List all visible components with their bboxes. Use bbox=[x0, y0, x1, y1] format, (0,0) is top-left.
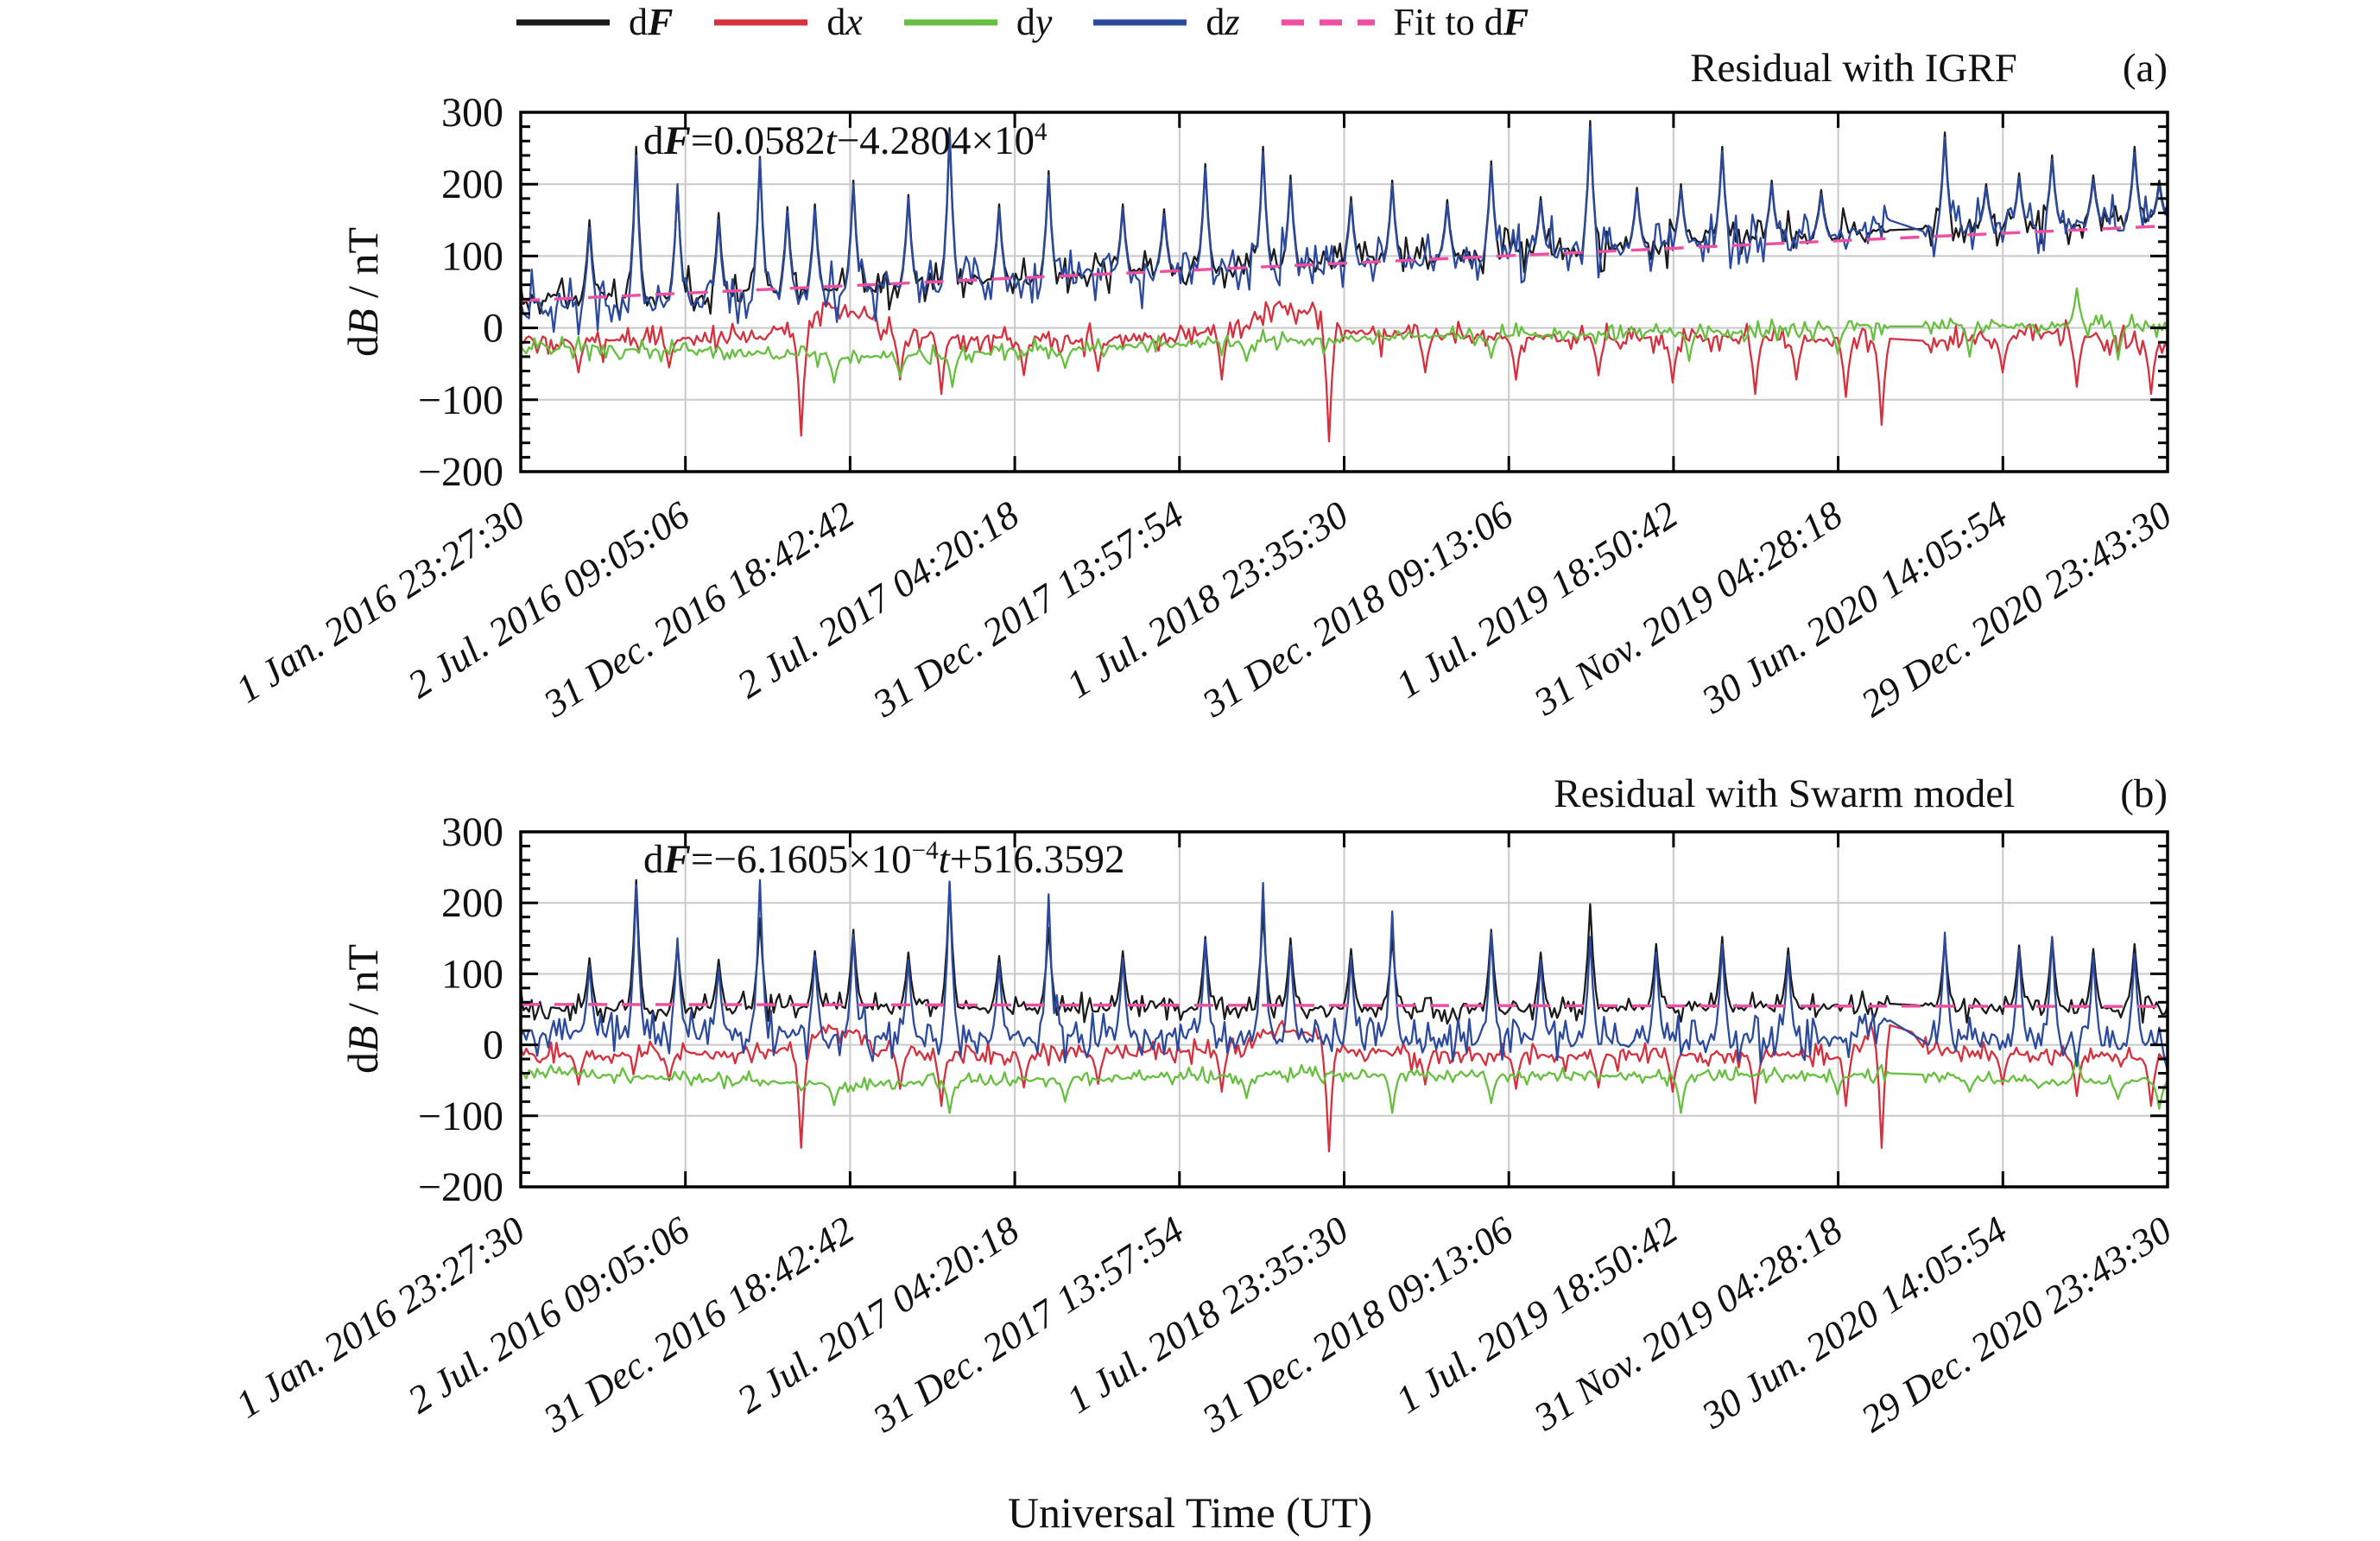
y-tick-label: 300 bbox=[441, 809, 503, 855]
x-tick-label: 31 Nov. 2019 04:28:18 bbox=[1526, 1208, 1850, 1439]
legend-label-dy: dy bbox=[1016, 1, 1053, 43]
legend-label-fit: Fit to dF bbox=[1393, 1, 1529, 43]
text-segment: t bbox=[825, 118, 837, 163]
panel-b-title: Residual with Swarm model bbox=[1554, 771, 2016, 816]
x-tick-label: 31 Dec. 2017 13:57:54 bbox=[864, 1208, 1191, 1441]
y-tick-label: −200 bbox=[418, 449, 503, 495]
y-tick-label: 200 bbox=[441, 880, 503, 926]
legend-item-dx: dx bbox=[712, 3, 863, 41]
x-tick-label: 31 Dec. 2018 09:13:06 bbox=[1193, 492, 1521, 726]
text-segment: F bbox=[663, 837, 691, 882]
panel-b-series-dy-line bbox=[520, 1052, 2169, 1114]
dy-line-swatch-icon bbox=[903, 19, 997, 26]
text-segment: / nT bbox=[339, 944, 387, 1026]
panel-b-y-tick-labels: 300 200 100 0 −100 −200 bbox=[418, 809, 503, 1210]
panel-a-y-tick-labels: 300 200 100 0 −100 −200 bbox=[418, 90, 503, 495]
panel-a-tag: (a) bbox=[2122, 46, 2168, 91]
legend-label-dF: dF bbox=[629, 1, 674, 43]
panel-a-series-dy-line bbox=[520, 287, 2169, 388]
panel-a-x-tick-labels: 1 Jan. 2016 23:27:302 Jul. 2016 09:05:06… bbox=[228, 492, 2179, 726]
legend: dF dx dy dz Fit to dF bbox=[515, 3, 1529, 41]
x-tick-label: 31 Dec. 2018 09:13:06 bbox=[1193, 1208, 1521, 1441]
legend-item-dz: dz bbox=[1092, 1, 1240, 43]
text-segment: d bbox=[643, 837, 664, 882]
text-segment: 4 bbox=[1034, 117, 1048, 146]
panel-a-fit-line bbox=[520, 224, 2168, 302]
x-axis-title: Universal Time (UT) bbox=[1007, 1488, 1373, 1537]
legend-label-dz: dz bbox=[1206, 1, 1240, 43]
panel-a-y-axis-label: dB / nT bbox=[338, 227, 388, 357]
text-segment: d bbox=[339, 1051, 387, 1074]
panel-b-ticks bbox=[519, 830, 2169, 1189]
panel-b-x-tick-labels: 1 Jan. 2016 23:27:302 Jul. 2016 09:05:06… bbox=[228, 1208, 2179, 1441]
x-tick-label: 29 Dec. 2020 23:43:30 bbox=[1853, 1208, 2179, 1440]
legend-item-fit: Fit to dF bbox=[1280, 3, 1529, 41]
fit-line-swatch-icon bbox=[1281, 19, 1375, 26]
x-tick-label: 1 Jul. 2019 18:50:42 bbox=[1389, 1208, 1686, 1422]
panel-b-series-dz-line bbox=[520, 878, 2169, 1071]
y-tick-label: 0 bbox=[483, 306, 503, 352]
x-tick-label: 2 Jul. 2016 09:05:06 bbox=[400, 1208, 697, 1422]
panel-a-title-row: Residual with IGRF (a) bbox=[1690, 48, 2168, 89]
text-segment: B bbox=[339, 1025, 387, 1052]
x-tick-label: 29 Dec. 2020 23:43:30 bbox=[1853, 492, 2179, 725]
text-segment: =−6.1605×10 bbox=[690, 837, 912, 882]
panel-a-equation: dF=0.0582t−4.2804×104 bbox=[643, 117, 1048, 163]
y-tick-label: −100 bbox=[418, 1094, 503, 1139]
legend-label-dx: dx bbox=[826, 1, 863, 43]
x-tick-label: 1 Jan. 2016 23:27:30 bbox=[228, 492, 532, 711]
text-segment: +516.3592 bbox=[949, 837, 1125, 882]
x-tick-label: 1 Jul. 2018 23:35:30 bbox=[1059, 492, 1356, 707]
y-tick-label: −200 bbox=[418, 1164, 503, 1210]
text-segment: d bbox=[643, 118, 664, 163]
x-tick-label: 2 Jul. 2017 04:20:18 bbox=[730, 492, 1027, 707]
y-tick-label: 300 bbox=[441, 90, 503, 136]
x-tick-label: 1 Jul. 2018 23:35:30 bbox=[1059, 1208, 1356, 1422]
y-tick-label: 100 bbox=[441, 233, 503, 279]
y-tick-label: 0 bbox=[483, 1023, 503, 1069]
text-segment: / nT bbox=[339, 227, 387, 309]
dx-line-swatch-icon bbox=[714, 19, 808, 26]
x-tick-label: 31 Dec. 2016 18:42:42 bbox=[535, 492, 862, 726]
dF-line-swatch-icon bbox=[516, 19, 610, 26]
text-segment: F bbox=[663, 118, 691, 163]
legend-item-dy: dy bbox=[902, 1, 1053, 43]
x-tick-label: 1 Jul. 2019 18:50:42 bbox=[1389, 492, 1686, 707]
dz-line-swatch-icon bbox=[1093, 19, 1187, 26]
panel-b-series-dx-line bbox=[519, 1019, 2169, 1153]
y-tick-label: −100 bbox=[418, 377, 503, 423]
text-segment: −4 bbox=[911, 836, 939, 865]
panel-b-fit-line bbox=[520, 1003, 2168, 1008]
text-segment: B bbox=[339, 308, 387, 335]
panel-b-tag: (b) bbox=[2120, 771, 2168, 816]
x-tick-label: 2 Jul. 2017 04:20:18 bbox=[730, 1208, 1027, 1422]
text-segment: −4.2804×10 bbox=[836, 118, 1035, 163]
panel-b-title-row: Residual with Swarm model (b) bbox=[1554, 774, 2168, 815]
x-tick-label: 2 Jul. 2016 09:05:06 bbox=[400, 492, 697, 707]
panel-b-y-axis-label: dB / nT bbox=[338, 944, 388, 1074]
panel-b-series-dF-line bbox=[519, 878, 2169, 1025]
panel-a-gridlines bbox=[521, 112, 2168, 472]
x-tick-label: 31 Dec. 2017 13:57:54 bbox=[864, 492, 1191, 726]
text-segment: t bbox=[938, 837, 950, 882]
text-segment: =0.0582 bbox=[690, 118, 826, 163]
panel-a-title: Residual with IGRF bbox=[1690, 46, 2017, 91]
legend-item-dF: dF bbox=[515, 3, 673, 41]
x-tick-label: 31 Nov. 2019 04:28:18 bbox=[1526, 492, 1850, 724]
text-segment: d bbox=[339, 334, 387, 357]
x-tick-label: 31 Dec. 2016 18:42:42 bbox=[535, 1208, 862, 1441]
y-tick-label: 200 bbox=[441, 162, 503, 207]
y-tick-label: 100 bbox=[441, 951, 503, 997]
panel-a-ticks bbox=[519, 111, 2169, 473]
x-tick-label: 1 Jan. 2016 23:27:30 bbox=[228, 1208, 532, 1426]
panel-b-equation: dF=−6.1605×10−4t+516.3592 bbox=[643, 836, 1125, 882]
